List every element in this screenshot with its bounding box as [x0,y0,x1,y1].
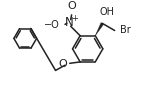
Polygon shape [95,23,104,36]
Text: O: O [67,1,76,11]
Text: −O: −O [44,20,59,30]
Text: O: O [58,59,67,69]
Text: Br: Br [120,25,131,35]
Text: N: N [65,16,74,29]
Text: OH: OH [100,7,115,17]
Text: +: + [71,14,78,23]
